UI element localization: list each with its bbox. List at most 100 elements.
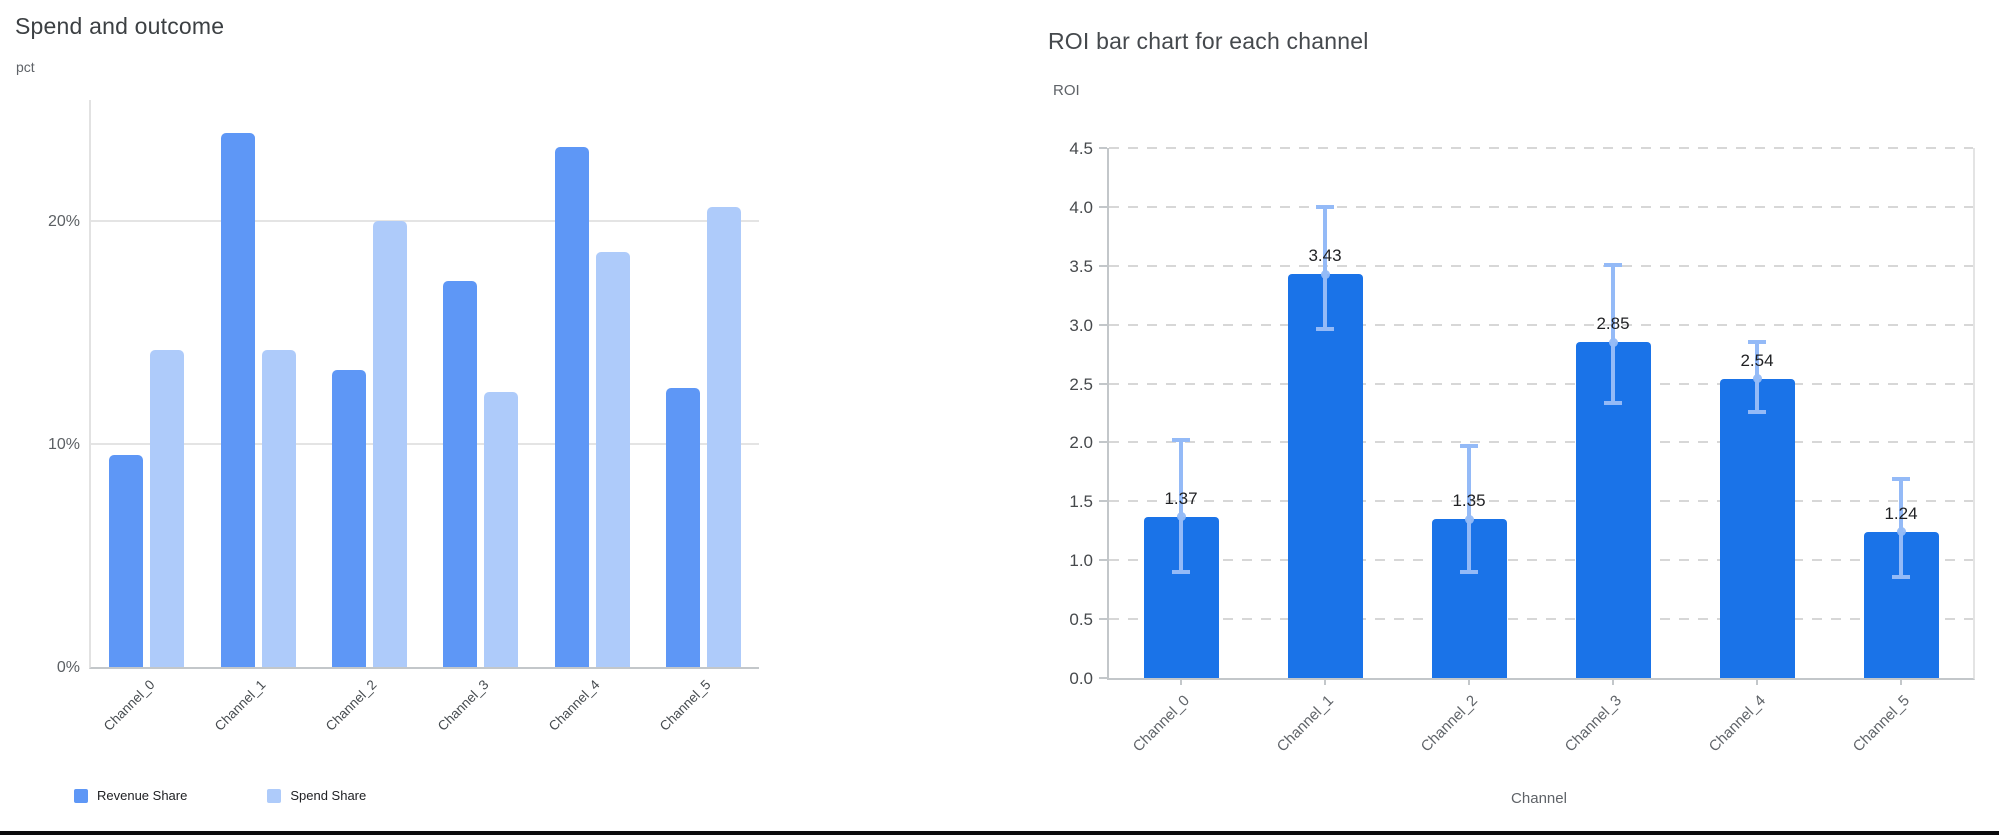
bar-spend-share	[484, 392, 519, 667]
bar-roi	[1287, 274, 1363, 678]
gridline	[1109, 618, 1973, 621]
spend-outcome-chart[interactable]: Spend and outcome pct 0% 10% 20% Channel_0 C…	[15, 10, 775, 825]
gridline	[91, 442, 759, 445]
value-label: 2.54	[1740, 350, 1774, 370]
bar-spend-share	[706, 207, 741, 667]
legend-label: Spend Share	[290, 788, 367, 803]
x-tick-label: Channel_1	[1273, 692, 1338, 756]
y-axis-tick	[1099, 441, 1107, 444]
bar-spend-share	[261, 350, 296, 667]
error-bar-cap-bottom	[1748, 410, 1766, 415]
y-axis-title: ROI	[1053, 82, 1080, 99]
y-tick-label: 4.5	[1069, 139, 1093, 158]
y-tick-label: 0%	[56, 659, 80, 676]
y-tick-label: 3.0	[1069, 315, 1093, 335]
bar-spend-share	[150, 350, 185, 667]
x-tick-label: Channel_4	[1705, 692, 1770, 756]
error-bar-cap-top	[1748, 340, 1766, 344]
x-tick-label: Channel_1	[211, 677, 269, 734]
bar-revenue-share	[554, 146, 589, 667]
gridline	[1109, 205, 1973, 208]
bar-revenue-share	[443, 280, 478, 667]
mean-marker	[1464, 514, 1474, 524]
y-axis-tick	[1099, 500, 1107, 503]
error-bar-line	[1179, 437, 1183, 575]
gridline	[91, 219, 759, 222]
y-tick-label: 2.5	[1069, 374, 1093, 394]
legend-item: Revenue Share	[74, 788, 187, 803]
gridline	[1109, 500, 1973, 503]
value-label: 1.24	[1884, 503, 1918, 523]
error-bar	[1456, 443, 1482, 575]
error-bar-line	[1467, 443, 1471, 575]
error-bar-cap-bottom	[1604, 400, 1622, 405]
value-label: 1.37	[1164, 488, 1198, 508]
bar-revenue-share	[665, 387, 700, 667]
x-axis-tick	[1756, 678, 1758, 685]
y-tick-label: 4.0	[1069, 197, 1093, 217]
x-axis-tick	[1900, 678, 1902, 685]
bar-roi	[1719, 378, 1795, 678]
x-tick-label: Channel_2	[323, 677, 380, 734]
y-tick-label: 0.0	[1069, 669, 1093, 688]
x-axis-title: Channel	[1511, 790, 1567, 807]
bar-revenue-share	[109, 454, 144, 667]
value-label: 3.43	[1308, 246, 1342, 266]
error-bar-cap-bottom	[1316, 326, 1334, 331]
x-tick-label: Channel_0	[1129, 692, 1194, 756]
error-bar	[1600, 263, 1626, 405]
y-axis-tick	[1099, 559, 1107, 562]
x-axis-tick	[1180, 678, 1182, 685]
error-bar-cap-bottom	[1172, 570, 1190, 575]
y-axis-tick	[1099, 205, 1107, 208]
x-tick-label: Channel_4	[545, 677, 603, 734]
y-axis-title: pct	[16, 59, 35, 75]
bar-spend-share	[372, 220, 407, 667]
y-tick-label: 2.0	[1069, 433, 1093, 453]
plot-area: 0% 10% 20% Channel_0 Channel_1 Channel_2 Chann…	[48, 100, 759, 734]
value-label: 1.35	[1452, 491, 1486, 510]
mean-marker	[1896, 527, 1906, 537]
x-tick-label: Channel_3	[434, 677, 492, 734]
gridline	[1109, 559, 1973, 562]
y-tick-label: 3.5	[1069, 256, 1093, 276]
x-axis-tick	[1468, 678, 1470, 685]
error-bar	[1168, 437, 1194, 575]
x-tick-label: Channel_2	[1417, 692, 1482, 756]
y-tick-label: 1.5	[1069, 492, 1093, 512]
y-tick-label: 1.0	[1069, 551, 1093, 571]
mean-marker	[1752, 374, 1762, 384]
gridline	[1109, 147, 1973, 149]
x-tick-label: Channel_3	[1561, 692, 1626, 756]
legend-swatch	[267, 788, 282, 803]
mean-marker	[1176, 512, 1186, 522]
x-axis-tick	[1324, 678, 1326, 685]
error-bar-cap-top	[1892, 476, 1910, 481]
chart-title: Spend and outcome	[15, 13, 225, 39]
error-bar-cap-bottom	[1892, 575, 1910, 580]
y-tick-label: 20%	[47, 212, 80, 230]
gridline	[1109, 441, 1973, 444]
error-bar-cap-top	[1460, 443, 1478, 448]
bar-revenue-share	[220, 133, 255, 667]
y-axis-tick	[1099, 677, 1107, 679]
roi-chart[interactable]: ROI bar chart for each channel ROI 0.0 0.…	[1045, 25, 1997, 825]
x-tick-label: Channel_5	[1849, 692, 1914, 756]
y-axis-tick	[1099, 323, 1107, 326]
error-bar	[1312, 204, 1338, 331]
mean-marker	[1320, 269, 1330, 279]
bar-spend-share	[595, 251, 630, 667]
y-axis-tick	[1099, 382, 1107, 385]
legend-item: Spend Share	[267, 788, 366, 803]
gridline	[1109, 382, 1973, 385]
y-tick-label: 0.5	[1069, 610, 1093, 630]
x-tick-label: Channel_5	[657, 677, 714, 734]
y-axis-tick	[1099, 618, 1107, 621]
bottom-divider	[0, 831, 1999, 835]
legend-swatch	[74, 788, 88, 803]
y-axis-tick	[1099, 264, 1107, 267]
legend: Revenue Share Spend Share	[74, 788, 366, 803]
legend-label: Revenue Share	[97, 788, 188, 803]
bar-revenue-share	[331, 370, 366, 667]
value-label: 2.85	[1596, 314, 1630, 334]
